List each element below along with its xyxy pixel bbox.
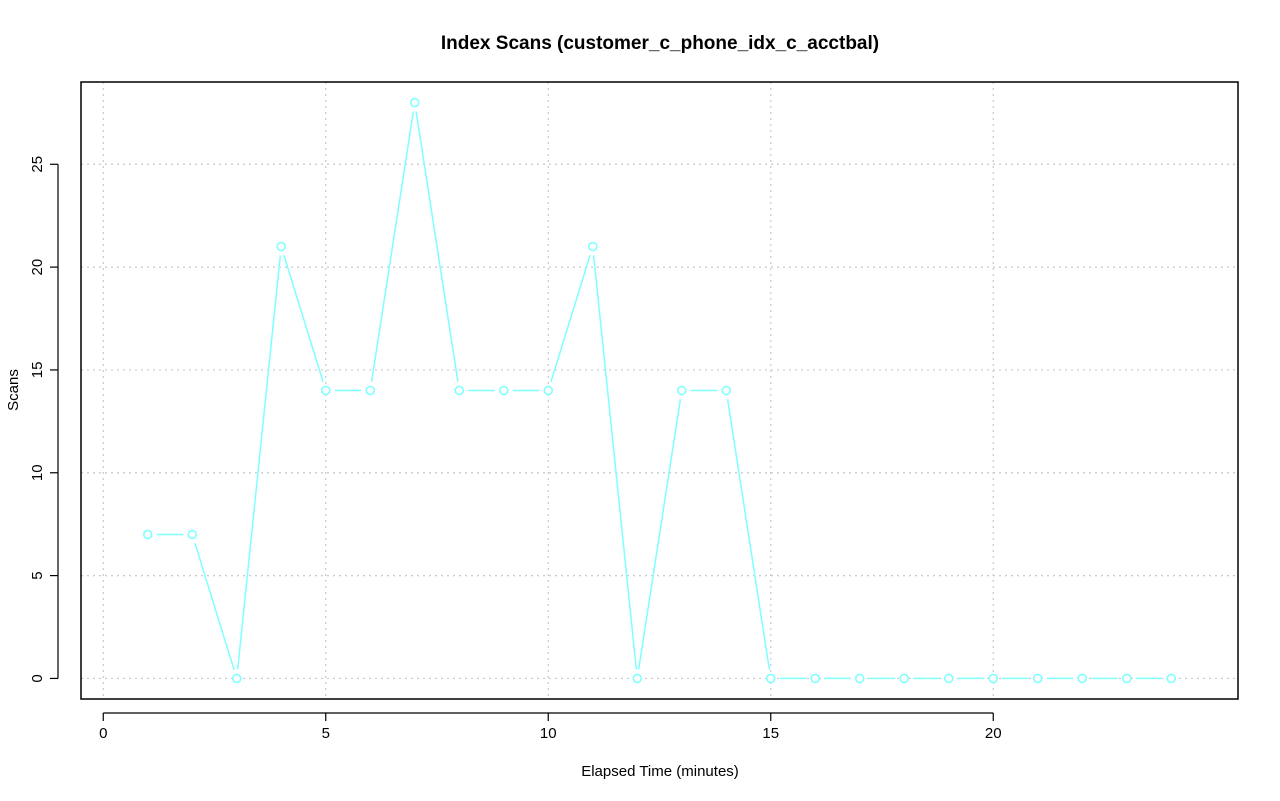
series-segment	[236, 255, 282, 670]
series-points	[142, 97, 1177, 684]
chart-title: Index Scans (customer_c_phone_idx_c_acct…	[441, 33, 879, 54]
y-tick-label: 0	[29, 674, 46, 682]
data-point	[1121, 673, 1132, 684]
data-point	[187, 529, 198, 540]
grid-lines	[81, 82, 1238, 699]
series-segment	[370, 111, 415, 382]
series-segment	[592, 255, 638, 670]
data-point	[632, 673, 643, 684]
x-tick-label: 20	[985, 725, 1002, 742]
plot-frame	[80, 81, 1239, 700]
data-point	[1077, 673, 1088, 684]
data-point	[676, 385, 687, 396]
series-line	[156, 111, 1163, 680]
y-axis: 0 5 10 15 20 25	[29, 156, 59, 683]
y-axis-label: Scans	[5, 369, 22, 411]
data-point	[454, 385, 465, 396]
data-point	[810, 673, 821, 684]
series-segment	[194, 542, 235, 671]
data-point	[721, 385, 732, 396]
y-tick-label: 25	[29, 156, 46, 173]
data-point	[1166, 673, 1177, 684]
x-tick-label: 5	[322, 725, 330, 742]
series-segment	[550, 254, 591, 383]
x-tick-label: 10	[540, 725, 557, 742]
data-point	[899, 673, 910, 684]
data-point	[276, 241, 287, 252]
series-segment	[637, 399, 682, 670]
y-tick-label: 5	[29, 571, 46, 579]
data-point	[365, 385, 376, 396]
x-tick-label: 15	[762, 725, 779, 742]
series-segment	[415, 111, 459, 382]
data-point	[765, 673, 776, 684]
x-axis-label: Elapsed Time (minutes)	[581, 763, 739, 780]
data-point	[988, 673, 999, 684]
series-segment	[726, 399, 771, 670]
y-tick-label: 15	[29, 362, 46, 379]
data-point	[498, 385, 509, 396]
data-point	[587, 241, 598, 252]
data-point	[409, 97, 420, 108]
y-tick-label: 20	[29, 259, 46, 276]
data-point	[854, 673, 865, 684]
series-segment	[283, 254, 324, 383]
data-point	[320, 385, 331, 396]
data-point	[231, 673, 242, 684]
data-point	[1032, 673, 1043, 684]
data-point	[142, 529, 153, 540]
x-tick-label: 0	[99, 725, 107, 742]
data-point	[943, 673, 954, 684]
y-tick-label: 10	[29, 464, 46, 481]
x-axis: 0 5 10 15 20	[99, 712, 1002, 742]
data-point	[543, 385, 554, 396]
